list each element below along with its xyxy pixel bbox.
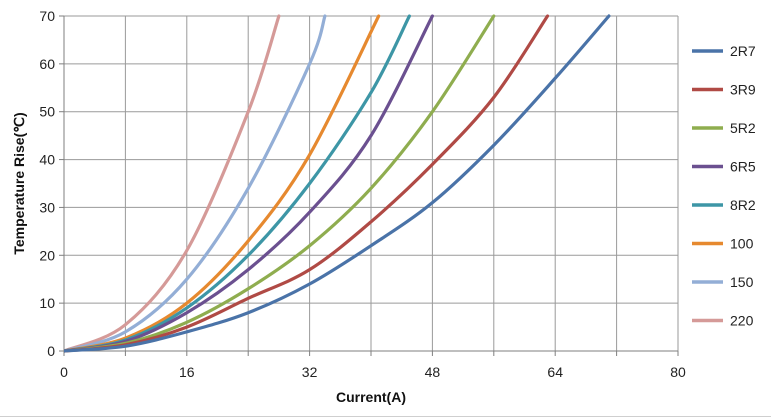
legend-label-2R7: 2R7 xyxy=(730,43,756,59)
series-line-150 xyxy=(64,14,327,353)
x-tick-label: 80 xyxy=(670,364,686,380)
legend-label-6R5: 6R5 xyxy=(730,159,756,175)
legend-label-8R2: 8R2 xyxy=(730,197,756,213)
legend: 2R7 3R9 5R2 6R5 8R2 100 150 220 xyxy=(692,43,756,329)
tick-labels: 0 10 20 30 40 50 60 70 0 16 32 48 64 80 xyxy=(39,8,686,380)
x-tick-label: 16 xyxy=(179,364,195,380)
y-tick-label: 40 xyxy=(39,152,55,168)
grid-lines xyxy=(64,15,679,351)
legend-label-150: 150 xyxy=(730,274,754,290)
y-tick-label: 50 xyxy=(39,104,55,120)
series-line-100 xyxy=(64,14,381,353)
y-tick-label: 70 xyxy=(39,8,55,24)
x-tick-label: 0 xyxy=(60,364,68,380)
series-line-2R7 xyxy=(64,14,611,353)
series-line-8R2 xyxy=(64,14,411,353)
legend-label-220: 220 xyxy=(730,313,754,329)
series-line-3R9 xyxy=(64,14,550,353)
x-tick-label: 64 xyxy=(547,364,563,380)
series-lines xyxy=(64,14,611,353)
legend-label-3R9: 3R9 xyxy=(730,82,756,98)
y-tick-label: 60 xyxy=(39,56,55,72)
axes xyxy=(59,15,679,356)
series-line-5R2 xyxy=(64,14,496,353)
series-line-6R5 xyxy=(64,14,434,353)
y-tick-label: 0 xyxy=(47,343,55,359)
x-tick-label: 48 xyxy=(425,364,441,380)
y-tick-label: 20 xyxy=(39,247,55,263)
y-axis-title: Temperature Rise(℃) xyxy=(11,112,27,254)
series-line-220 xyxy=(64,14,281,353)
x-tick-label: 32 xyxy=(302,364,318,380)
y-tick-label: 10 xyxy=(39,295,55,311)
y-tick-label: 30 xyxy=(39,199,55,215)
x-axis-title: Current(A) xyxy=(336,389,406,405)
legend-label-5R2: 5R2 xyxy=(730,120,756,136)
legend-label-100: 100 xyxy=(730,236,754,252)
